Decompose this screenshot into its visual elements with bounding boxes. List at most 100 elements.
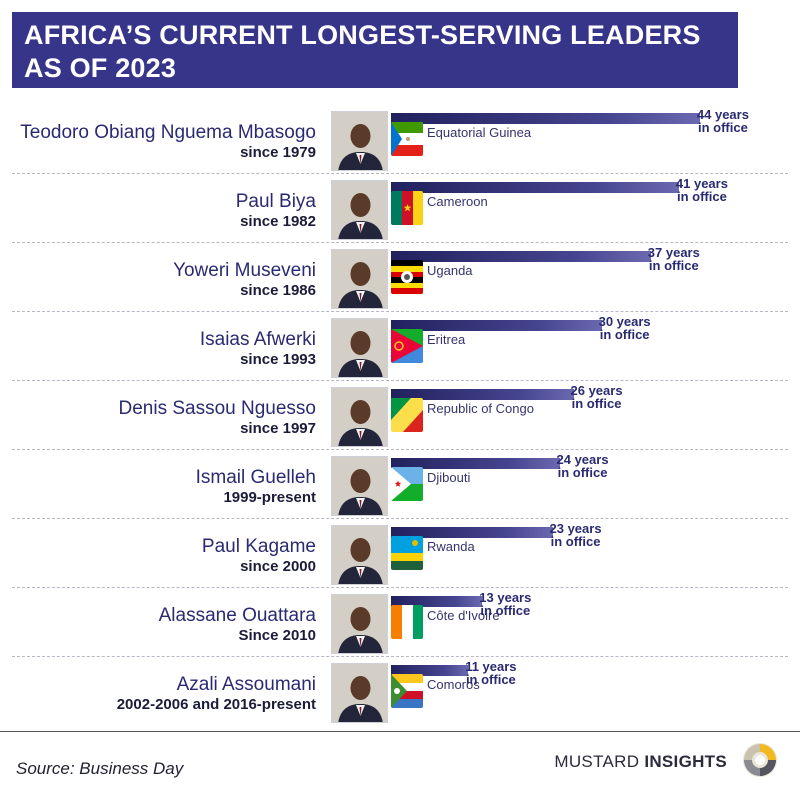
leader-row: Azali Assoumani 2002-2006 and 2016-presen… <box>0 656 800 725</box>
years-value-label: 41 years <box>675 176 728 191</box>
eritrea-flag-icon <box>391 329 423 363</box>
leader-portrait-icon <box>331 111 388 171</box>
leader-tenure: since 1979 <box>240 144 316 161</box>
years-value-label: 11 years <box>465 659 517 674</box>
years-value-label: 30 years <box>598 314 651 329</box>
comoros-flag-icon <box>391 674 423 708</box>
country-label: Equatorial Guinea <box>427 125 532 140</box>
leader-tenure: since 1997 <box>240 420 316 437</box>
source-note: Source: Business Day <box>16 759 184 778</box>
leader-portrait-icon <box>331 456 388 516</box>
row-divider <box>12 173 788 174</box>
years-bar <box>391 596 483 607</box>
leader-portrait-icon <box>331 525 388 585</box>
years-bar <box>391 458 560 469</box>
in-office-label: in office <box>550 534 601 549</box>
leader-name: Alassane Ouattara <box>158 605 316 626</box>
years-bar <box>391 389 574 400</box>
equatorial-guinea-flag-icon <box>391 122 423 156</box>
years-value-label: 13 years <box>479 590 532 605</box>
years-bar <box>391 320 602 331</box>
years-in-office-label: 13 years in office <box>479 591 531 617</box>
cote-d-ivoire-flag-icon <box>391 605 423 639</box>
row-divider <box>12 311 788 312</box>
years-value-label: 37 years <box>647 245 700 260</box>
leader-name: Denis Sassou Nguesso <box>118 398 317 419</box>
in-office-label: in office <box>571 396 622 411</box>
leader-name: Isaias Afwerki <box>199 329 316 350</box>
title-banner: AFRICA’S CURRENT LONGEST-SERVING LEADERS… <box>12 12 738 88</box>
in-office-label: in office <box>557 465 608 480</box>
years-in-office-label: 41 years in office <box>676 177 728 203</box>
country-label: Rwanda <box>427 539 475 554</box>
leader-portrait-icon <box>331 594 388 654</box>
leader-tenure: since 1982 <box>240 213 316 230</box>
leader-portrait-icon <box>331 387 388 447</box>
row-divider <box>12 656 788 657</box>
leader-row: Isaias Afwerki since 1993 Eritrea 30 years i… <box>0 311 800 380</box>
leader-row: Ismail Guelleh 1999-present Djibouti 24 yea… <box>0 449 800 518</box>
in-office-label: in office <box>648 258 699 273</box>
uganda-flag-icon <box>391 260 423 294</box>
leader-name: Paul Biya <box>235 191 316 212</box>
country-label: Côte d'Ivoire <box>427 608 500 623</box>
years-bar <box>391 251 651 262</box>
cameroon-flag-icon <box>391 191 423 225</box>
country-label: Eritrea <box>427 332 466 347</box>
years-value-label: 26 years <box>570 383 623 398</box>
years-in-office-label: 23 years in office <box>550 522 602 548</box>
leader-row: Teodoro Obiang Nguema Mbasogo since 1979 E… <box>0 104 800 173</box>
leader-name: Ismail Guelleh <box>195 467 316 488</box>
leader-name: Paul Kagame <box>201 536 316 557</box>
leader-tenure: since 1993 <box>240 351 316 368</box>
republic-of-congo-flag-icon <box>391 398 423 432</box>
leader-row: Paul Kagame since 2000 Rwanda 23 years in of… <box>0 518 800 587</box>
years-bar <box>391 182 679 193</box>
years-bar <box>391 113 700 124</box>
leader-row: Alassane Ouattara Since 2010 Côte d'Ivoire… <box>0 587 800 656</box>
leader-tenure: since 1986 <box>240 282 316 299</box>
in-office-label: in office <box>698 120 748 135</box>
country-label: Cameroon <box>427 194 488 209</box>
leader-name: Teodoro Obiang Nguema Mbasogo <box>20 122 316 143</box>
leader-tenure: 2002-2006 and 2016-present <box>116 696 316 713</box>
leader-tenure: Since 2010 <box>238 627 316 644</box>
years-in-office-label: 37 years in office <box>648 246 700 272</box>
footer-divider <box>0 731 800 732</box>
in-office-label: in office <box>599 327 650 342</box>
row-divider <box>12 380 788 381</box>
leader-tenure: 1999-present <box>223 489 316 506</box>
years-in-office-label: 30 years in office <box>599 315 651 341</box>
years-in-office-label: 44 years in office <box>697 108 749 134</box>
djibouti-flag-icon <box>391 467 423 501</box>
years-value-label: 44 years <box>696 107 749 122</box>
years-value-label: 24 years <box>556 452 609 467</box>
country-label: Djibouti <box>427 470 471 485</box>
row-divider <box>12 242 788 243</box>
leader-portrait-icon <box>331 663 388 723</box>
years-in-office-label: 26 years in office <box>571 384 623 410</box>
rwanda-flag-icon <box>391 536 423 570</box>
brand-name: MUSTARD INSIGHTS <box>554 752 727 772</box>
years-value-label: 23 years <box>549 521 602 536</box>
years-in-office-label: 11 years in office <box>465 660 516 686</box>
leader-portrait-icon <box>331 318 388 378</box>
country-label: Comoros <box>427 677 480 692</box>
years-in-office-label: 24 years in office <box>557 453 609 479</box>
leaders-chart: Teodoro Obiang Nguema Mbasogo since 1979 E… <box>0 104 800 724</box>
years-bar <box>391 527 553 538</box>
mustard-insights-logo-icon <box>741 741 779 779</box>
in-office-label: in office <box>480 603 531 618</box>
in-office-label: in office <box>465 672 516 687</box>
brand-name-first: MUSTARD <box>554 752 645 771</box>
in-office-label: in office <box>677 189 727 204</box>
chart-title: AFRICA’S CURRENT LONGEST-SERVING LEADERS… <box>24 20 701 83</box>
country-label: Republic of Congo <box>427 401 534 416</box>
leader-row: Denis Sassou Nguesso since 1997 Republic o… <box>0 380 800 449</box>
row-divider <box>12 587 788 588</box>
country-label: Uganda <box>427 263 473 278</box>
brand-name-second: INSIGHTS <box>644 752 727 771</box>
row-divider <box>12 518 788 519</box>
years-bar <box>391 665 469 676</box>
leader-row: Yoweri Museveni since 1986 Uganda 37 years i… <box>0 242 800 311</box>
